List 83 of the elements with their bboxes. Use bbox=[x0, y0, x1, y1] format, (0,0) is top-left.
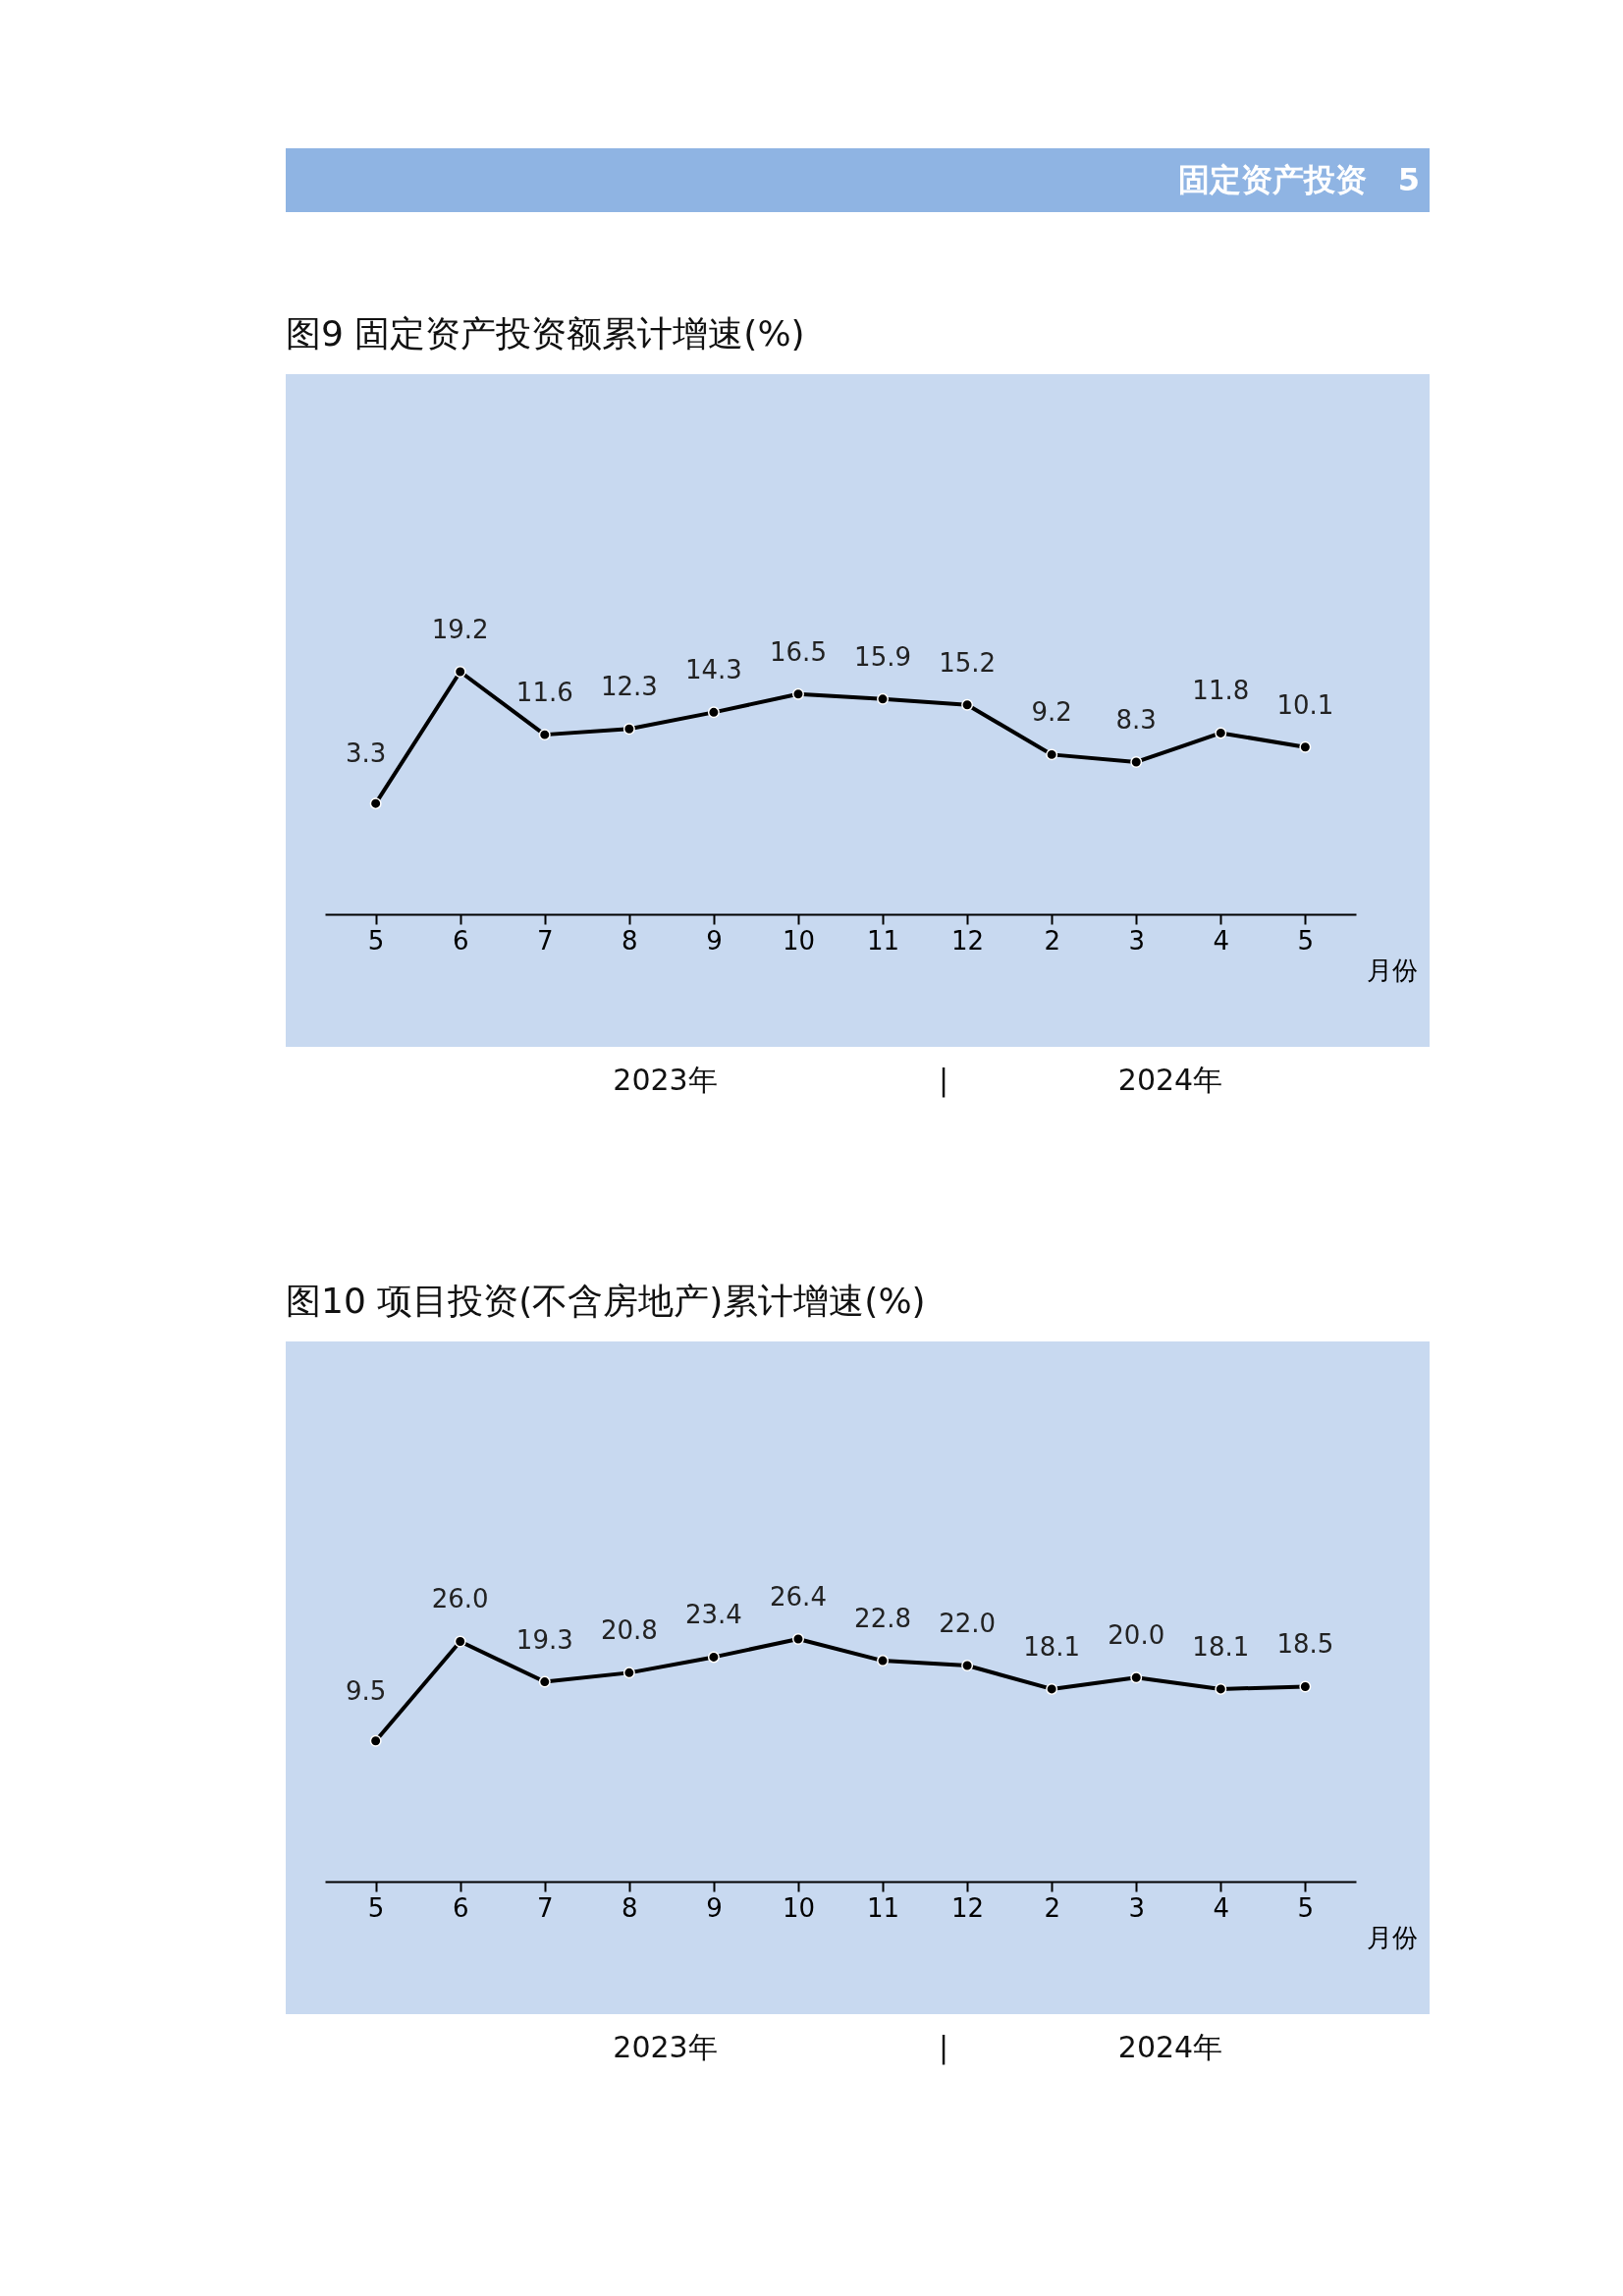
x-tick-label: 5 bbox=[1297, 1892, 1315, 1923]
x-tick-label: 9 bbox=[706, 925, 723, 956]
point bbox=[1215, 1682, 1227, 1695]
x-tick-label: 8 bbox=[622, 1892, 638, 1923]
data-label: 15.2 bbox=[939, 647, 997, 678]
point bbox=[622, 1667, 635, 1679]
point bbox=[707, 1651, 720, 1664]
x-tick-label: 3 bbox=[1128, 925, 1145, 956]
x-tick-label: 5 bbox=[367, 1892, 385, 1923]
x-tick-label: 12 bbox=[951, 1892, 985, 1923]
x-tick-label: 6 bbox=[452, 1892, 469, 1923]
x-tick-label: 4 bbox=[1213, 925, 1230, 956]
point bbox=[877, 1655, 890, 1667]
point bbox=[877, 692, 890, 705]
x-tick-label: 6 bbox=[452, 925, 469, 956]
data-label: 19.3 bbox=[515, 1624, 573, 1655]
data-label: 26.0 bbox=[431, 1584, 489, 1614]
data-label: 14.3 bbox=[684, 655, 742, 685]
data-label: 19.2 bbox=[431, 615, 489, 644]
x-tick-label: 11 bbox=[866, 1892, 900, 1923]
text: | bbox=[938, 1063, 949, 1098]
text: | bbox=[938, 2030, 949, 2065]
point bbox=[538, 1675, 551, 1688]
point bbox=[791, 687, 804, 700]
data-label: 16.5 bbox=[770, 636, 827, 667]
data-label: 20.8 bbox=[600, 1615, 658, 1646]
data-label: 22.0 bbox=[939, 1609, 997, 1638]
point bbox=[1130, 755, 1143, 768]
data-label: 15.9 bbox=[854, 641, 911, 672]
x-tick-label: 8 bbox=[622, 925, 638, 956]
point bbox=[622, 723, 635, 736]
point bbox=[369, 1734, 382, 1747]
point bbox=[1215, 727, 1227, 739]
data-label: 26.4 bbox=[770, 1582, 827, 1612]
point bbox=[1130, 1671, 1143, 1684]
text: 2024年 bbox=[1117, 2030, 1223, 2064]
point bbox=[454, 1635, 466, 1648]
data-label: 20.0 bbox=[1108, 1620, 1165, 1651]
data-label: 3.3 bbox=[345, 738, 387, 769]
text: 2024年 bbox=[1117, 1063, 1223, 1097]
x-tick-label: 4 bbox=[1213, 1892, 1230, 1923]
point bbox=[961, 698, 974, 711]
text: 2023年 bbox=[613, 2030, 718, 2064]
data-label: 18.5 bbox=[1276, 1629, 1334, 1660]
point bbox=[1299, 740, 1312, 753]
x-tick-label: 7 bbox=[537, 925, 554, 956]
x-tick-label: 10 bbox=[782, 1892, 816, 1923]
point bbox=[454, 666, 466, 678]
point bbox=[791, 1633, 804, 1645]
data-label: 12.3 bbox=[600, 672, 658, 702]
point bbox=[369, 797, 382, 810]
data-label: 11.8 bbox=[1192, 676, 1250, 706]
x-tick-label: 2 bbox=[1044, 1892, 1060, 1923]
data-label: 11.6 bbox=[515, 678, 573, 708]
point bbox=[538, 729, 551, 741]
x-tick-label: 11 bbox=[866, 925, 900, 956]
x-axis-title: 月份 bbox=[1366, 955, 1418, 985]
point bbox=[961, 1660, 974, 1671]
data-label: 10.1 bbox=[1276, 689, 1334, 720]
x-tick-label: 5 bbox=[367, 925, 385, 956]
x-tick-label: 5 bbox=[1297, 925, 1315, 956]
data-label: 22.8 bbox=[854, 1604, 911, 1634]
text: 2023年 bbox=[613, 1063, 718, 1097]
data-label: 18.1 bbox=[1192, 1631, 1250, 1662]
point bbox=[1046, 1682, 1058, 1695]
x-tick-label: 12 bbox=[951, 925, 985, 956]
point bbox=[1299, 1680, 1312, 1693]
x-tick-label: 2 bbox=[1044, 925, 1060, 956]
x-axis-title: 月份 bbox=[1366, 1922, 1418, 1952]
data-label: 18.1 bbox=[1023, 1631, 1081, 1662]
x-tick-label: 3 bbox=[1128, 1892, 1145, 1923]
x-tick-label: 9 bbox=[706, 1892, 723, 1923]
point bbox=[707, 706, 720, 719]
data-label: 9.5 bbox=[345, 1675, 387, 1706]
chart-title: 图9 固定资产投资额累计增速(%) bbox=[286, 313, 805, 354]
data-label: 23.4 bbox=[684, 1600, 742, 1630]
text: 固定资产投资 5 bbox=[1177, 161, 1420, 198]
chart-title: 图10 项目投资(不含房地产)累计增速(%) bbox=[286, 1281, 926, 1321]
data-label: 8.3 bbox=[1115, 704, 1157, 735]
point bbox=[1046, 748, 1058, 761]
x-tick-label: 7 bbox=[537, 1892, 554, 1923]
x-tick-label: 10 bbox=[782, 925, 816, 956]
data-label: 9.2 bbox=[1031, 697, 1072, 728]
